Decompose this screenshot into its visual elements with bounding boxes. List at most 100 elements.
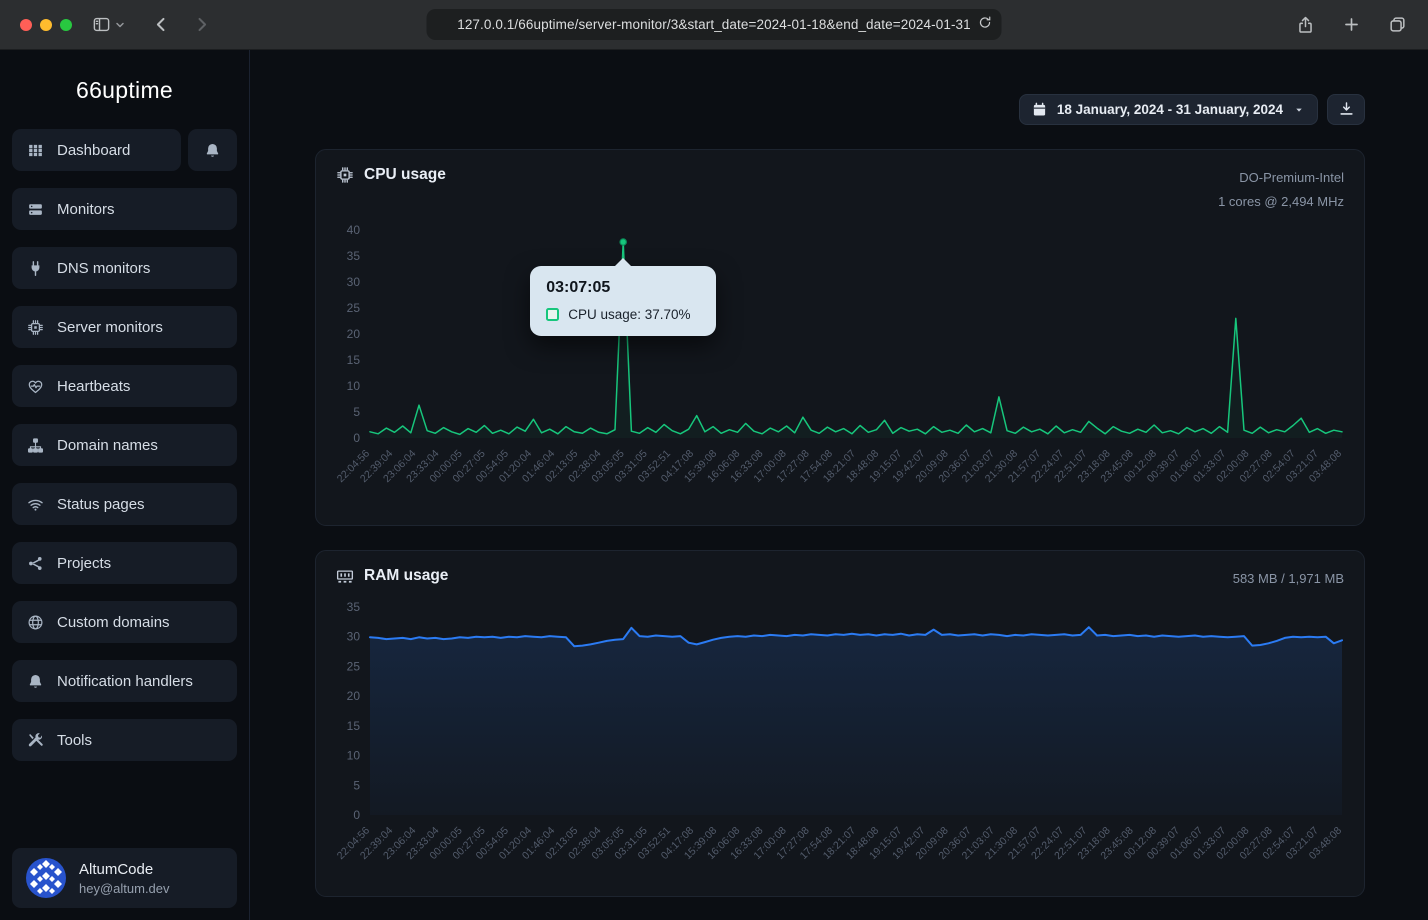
sidebar-item-label: Status pages (57, 496, 145, 513)
url-text: 127.0.0.1/66uptime/server-monitor/3&star… (457, 17, 971, 32)
ram-usage-chart[interactable]: 0510152025303522:04:5622:39:0423:06:0423… (336, 597, 1344, 892)
y-tick-label: 5 (353, 778, 360, 792)
sidebar-item-server-monitors[interactable]: Server monitors (12, 306, 237, 348)
tab-overview-button[interactable] (1382, 10, 1412, 40)
tooltip-time: 03:07:05 (546, 279, 700, 297)
sidebar-nav: Dashboard Monitors DNS monitors Server moni… (0, 129, 249, 836)
sidebar-item-label: Monitors (57, 201, 115, 218)
tooltip-series-swatch (546, 308, 559, 321)
download-report-button[interactable] (1327, 94, 1365, 125)
chip-icon (27, 319, 44, 336)
y-tick-label: 0 (353, 808, 360, 822)
sidebar-item-heartbeats[interactable]: Heartbeats (12, 365, 237, 407)
sidebar: 66uptime Dashboard Monitors DNS monitors Se… (0, 50, 250, 920)
y-tick-label: 30 (347, 630, 361, 644)
y-tick-label: 35 (347, 249, 361, 263)
tooltip-value: CPU usage: 37.70% (568, 307, 690, 322)
bell-icon (27, 673, 44, 690)
window-close-button[interactable] (20, 19, 32, 31)
sidebar-item-label: DNS monitors (57, 260, 150, 277)
y-tick-label: 30 (347, 275, 361, 289)
share-nodes-icon (27, 555, 44, 572)
account-name: AltumCode (79, 861, 170, 878)
y-tick-label: 5 (353, 405, 360, 419)
sidebar-item-projects[interactable]: Projects (12, 542, 237, 584)
cpu-card-title: CPU usage (364, 166, 446, 184)
plug-icon (27, 260, 44, 277)
cpu-card-meta: DO-Premium-Intel 1 cores @ 2,494 MHz (1218, 166, 1344, 214)
ram-card-title: RAM usage (364, 567, 448, 585)
window-zoom-button[interactable] (60, 19, 72, 31)
cpu-chip-icon (336, 166, 354, 184)
sidebar-item-label: Dashboard (57, 142, 130, 159)
chart-tooltip: 03:07:05 CPU usage: 37.70% (530, 266, 716, 336)
sidebar-item-notification-handlers[interactable]: Notification handlers (12, 660, 237, 702)
date-range-picker[interactable]: 18 January, 2024 - 31 January, 2024 (1019, 94, 1318, 125)
y-tick-label: 15 (347, 353, 361, 367)
y-tick-label: 35 (347, 600, 361, 614)
chevron-down-icon (114, 19, 126, 31)
y-tick-label: 15 (347, 719, 361, 733)
sidebar-item-label: Heartbeats (57, 378, 130, 395)
y-tick-label: 40 (347, 223, 361, 237)
sidebar-menu-chevron[interactable] (112, 10, 128, 40)
ram-card-meta: 583 MB / 1,971 MB (1233, 567, 1344, 591)
forward-button[interactable] (186, 10, 216, 40)
page-toolbar: 18 January, 2024 - 31 January, 2024 (315, 94, 1365, 125)
chevron-left-icon (152, 15, 171, 34)
sidebar-item-label: Domain names (57, 437, 158, 454)
avatar (26, 858, 66, 898)
share-button[interactable] (1290, 10, 1320, 40)
caret-down-icon (1293, 104, 1305, 116)
main-content: 18 January, 2024 - 31 January, 2024 CPU … (250, 50, 1428, 920)
reload-icon (978, 15, 993, 35)
ram-memory-icon (336, 567, 354, 585)
chevron-right-icon (192, 15, 211, 34)
sidebar-item-label: Custom domains (57, 614, 170, 631)
sidebar-item-dns-monitors[interactable]: DNS monitors (12, 247, 237, 289)
grid-icon (27, 142, 44, 159)
cpu-plan-label: DO-Premium-Intel (1218, 166, 1344, 190)
plus-icon (1342, 15, 1361, 34)
sidebar-item-label: Projects (57, 555, 111, 572)
ram-usage-label: 583 MB / 1,971 MB (1233, 567, 1344, 591)
sidebar-item-label: Server monitors (57, 319, 163, 336)
tools-icon (27, 732, 44, 749)
sitemap-icon (27, 437, 44, 454)
cpu-usage-chart[interactable]: 051015202530354022:04:5622:39:0423:06:04… (336, 220, 1344, 521)
y-tick-label: 20 (347, 327, 361, 341)
new-tab-button[interactable] (1336, 10, 1366, 40)
window-controls (20, 19, 72, 31)
tabs-icon (1388, 15, 1407, 34)
heart-pulse-icon (27, 378, 44, 395)
sidebar-item-dashboard[interactable]: Dashboard (12, 129, 181, 171)
sidebar-item-label: Tools (57, 732, 92, 749)
y-tick-label: 10 (347, 379, 361, 393)
sidebar-item-label: Notification handlers (57, 673, 193, 690)
account-card[interactable]: AltumCode hey@altum.dev (12, 848, 237, 908)
address-bar[interactable]: 127.0.0.1/66uptime/server-monitor/3&star… (427, 9, 1002, 40)
window-minimize-button[interactable] (40, 19, 52, 31)
cpu-usage-card: CPU usage DO-Premium-Intel 1 cores @ 2,4… (315, 149, 1365, 526)
y-tick-label: 0 (353, 431, 360, 445)
back-button[interactable] (146, 10, 176, 40)
cpu-chart-svg: 051015202530354022:04:5622:39:0423:06:04… (336, 220, 1346, 516)
bell-icon (204, 142, 221, 159)
calendar-icon (1032, 102, 1047, 117)
y-tick-label: 25 (347, 660, 361, 674)
ram-chart-svg: 0510152025303522:04:5622:39:0423:06:0423… (336, 597, 1346, 887)
browser-chrome: 127.0.0.1/66uptime/server-monitor/3&star… (0, 0, 1428, 50)
sidebar-item-status-pages[interactable]: Status pages (12, 483, 237, 525)
date-range-label: 18 January, 2024 - 31 January, 2024 (1057, 102, 1283, 117)
reload-button[interactable] (978, 15, 993, 35)
app-logo: 66uptime (0, 50, 249, 129)
y-tick-label: 25 (347, 301, 361, 315)
notifications-bell-button[interactable] (188, 129, 237, 171)
sidebar-item-monitors[interactable]: Monitors (12, 188, 237, 230)
account-email: hey@altum.dev (79, 881, 170, 896)
sidebar-panel-icon (92, 15, 111, 34)
sidebar-item-tools[interactable]: Tools (12, 719, 237, 761)
sidebar-item-custom-domains[interactable]: Custom domains (12, 601, 237, 643)
server-icon (27, 201, 44, 218)
sidebar-item-domain-names[interactable]: Domain names (12, 424, 237, 466)
